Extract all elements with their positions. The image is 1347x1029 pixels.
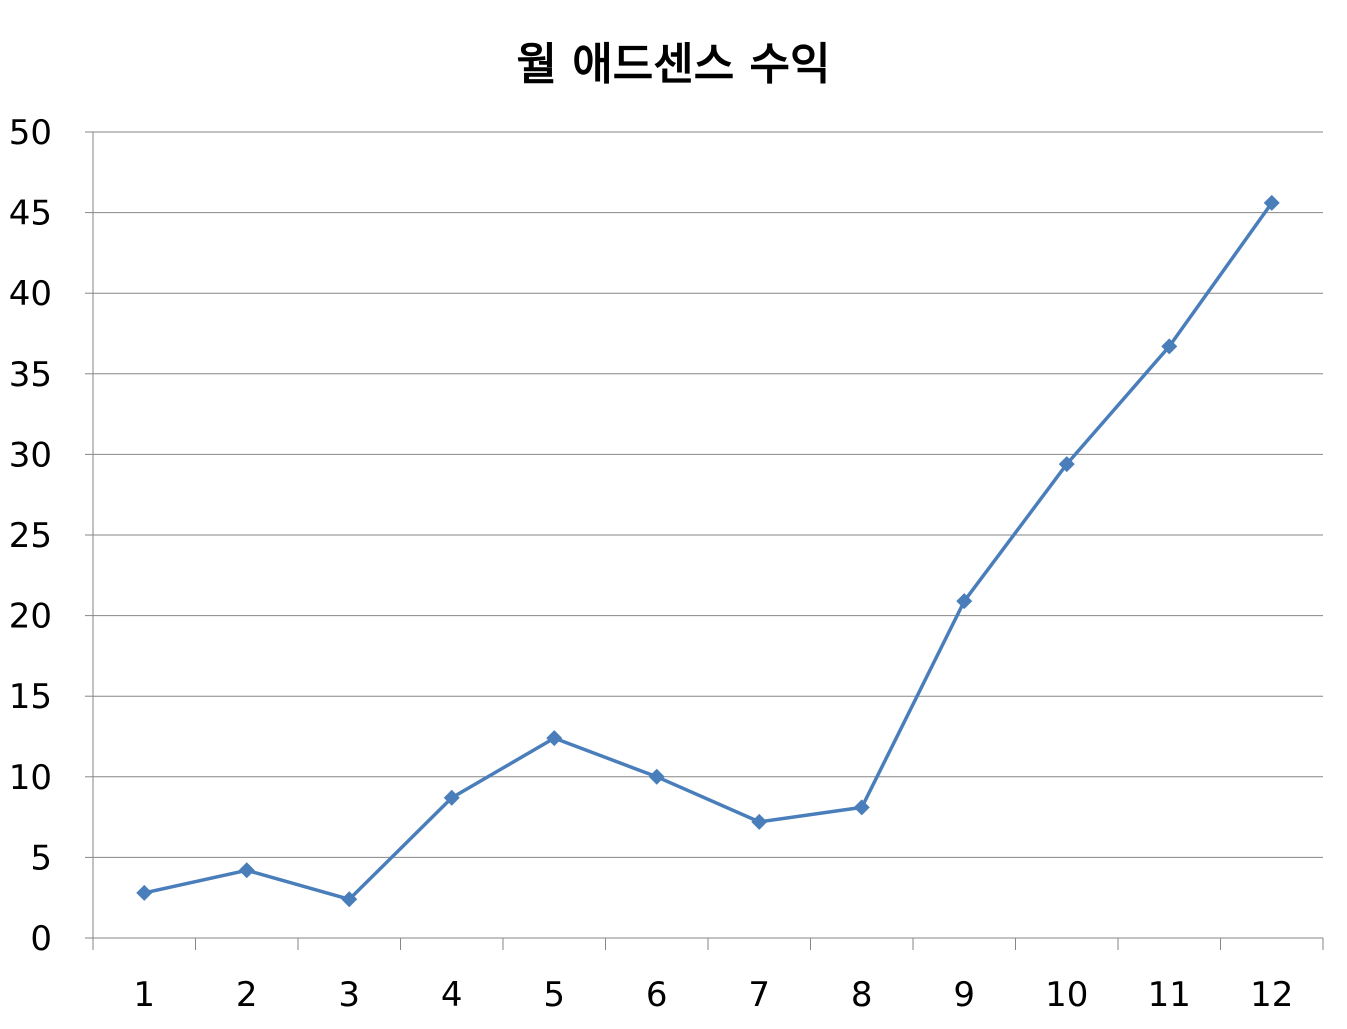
- x-tick-label: 11: [1148, 975, 1191, 1015]
- y-tick-label: 40: [9, 274, 52, 314]
- x-tick-label: 1: [133, 975, 155, 1015]
- y-tick-label: 10: [9, 758, 52, 798]
- gridlines: [93, 131, 1323, 858]
- x-tick-label: 2: [236, 975, 258, 1015]
- y-tick-label: 50: [9, 113, 52, 153]
- data-point-marker: [136, 884, 153, 901]
- series-line-group: [143, 201, 1274, 902]
- y-tick-label: 15: [9, 677, 52, 717]
- data-point-marker: [238, 862, 255, 879]
- x-tick-label: 6: [646, 975, 668, 1015]
- x-tick-label: 3: [338, 975, 360, 1015]
- data-point-marker: [751, 813, 768, 830]
- y-tick-label: 0: [30, 919, 52, 959]
- data-point-marker: [1161, 338, 1178, 355]
- x-tick-label: 12: [1250, 975, 1293, 1015]
- y-tick-labels: 0 5 10 15 20 25 30 35 40 45 50: [9, 113, 52, 959]
- y-tick-label: 45: [9, 194, 52, 234]
- x-tick-labels: 1 2 3 4 5 6 7 8 9 10 11 12: [133, 975, 1293, 1015]
- data-point-marker: [956, 593, 973, 610]
- data-point-marker: [648, 768, 665, 785]
- x-tick-label: 7: [748, 975, 770, 1015]
- data-point-marker: [853, 799, 870, 816]
- data-markers: [136, 194, 1280, 908]
- x-tick-label: 9: [953, 975, 975, 1015]
- axes: [85, 131, 1324, 950]
- series-line: [143, 201, 1274, 902]
- data-point-marker: [1058, 456, 1075, 473]
- y-tick-label: 25: [9, 516, 52, 556]
- x-tick-label: 10: [1045, 975, 1088, 1015]
- data-point-marker: [443, 789, 460, 806]
- x-tick-label: 4: [441, 975, 463, 1015]
- x-tick-label: 5: [543, 975, 565, 1015]
- x-tick-label: 8: [851, 975, 873, 1015]
- data-point-marker: [546, 730, 563, 747]
- y-tick-label: 30: [9, 435, 52, 475]
- y-tick-label: 35: [9, 355, 52, 395]
- y-tick-label: 5: [30, 838, 52, 878]
- chart-title: 월 애드센스 수익: [516, 39, 831, 90]
- y-tick-label: 20: [9, 597, 52, 637]
- data-point-marker: [341, 891, 358, 908]
- data-point-marker: [1263, 194, 1280, 211]
